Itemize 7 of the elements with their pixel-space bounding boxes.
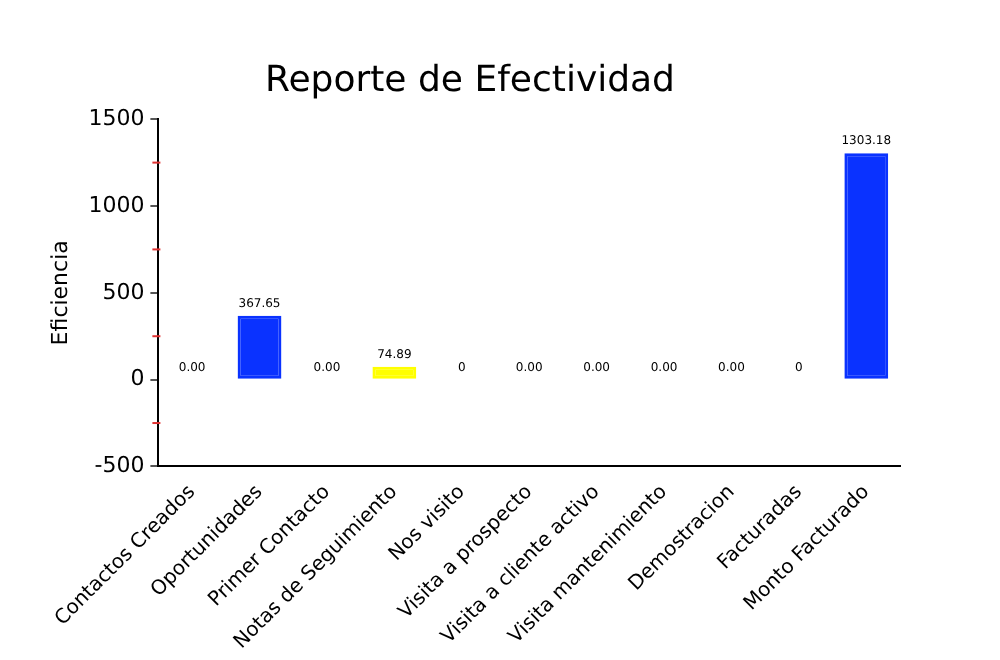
y-tick-label: 1500 [88,104,145,131]
y-tick-label: 500 [102,278,145,305]
y-tick-label: -500 [94,452,145,479]
y-tick-label: 1000 [88,191,145,218]
y-tick-label: 0 [130,365,145,392]
y-axis-title: Eficiencia [46,240,73,346]
chart-title: Reporte de Efectividad [265,58,675,101]
